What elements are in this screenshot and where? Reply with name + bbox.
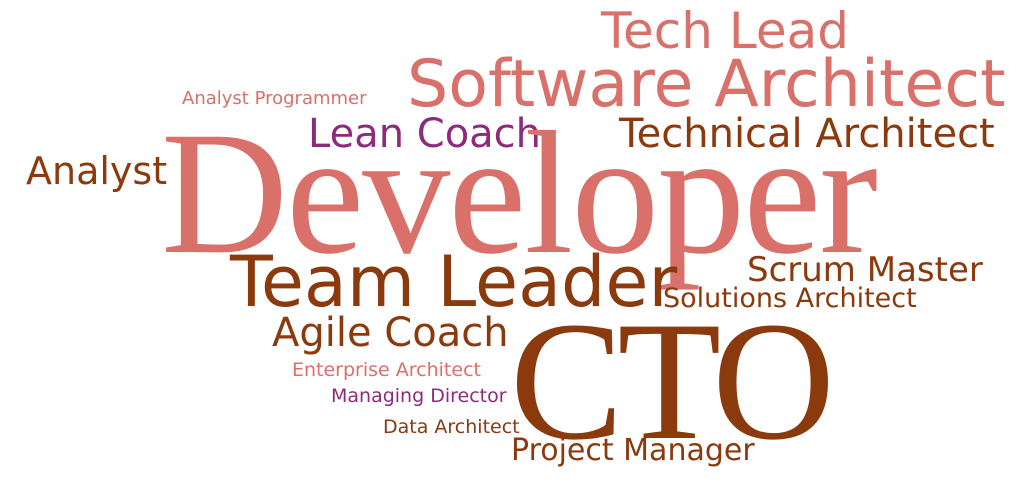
word-analyst-programmer: Analyst Programmer (182, 88, 367, 109)
word-scrum-master: Scrum Master (747, 250, 983, 290)
word-cto: CTO (510, 287, 835, 475)
word-tech-lead: Tech Lead (601, 2, 849, 60)
word-analyst: Analyst (26, 149, 168, 193)
word-enterprise-architect: Enterprise Architect (292, 359, 481, 381)
word-agile-coach: Agile Coach (272, 310, 509, 356)
word-team-leader: Team Leader (230, 241, 678, 323)
word-software-architect: Software Architect (407, 47, 1006, 122)
word-project-manager: Project Manager (511, 433, 755, 468)
word-technical-architect: Technical Architect (619, 111, 995, 157)
word-developer: Developer (161, 96, 878, 291)
word-managing-director: Managing Director (331, 385, 507, 407)
word-solutions-architect: Solutions Architect (663, 283, 917, 314)
word-data-architect: Data Architect (383, 416, 520, 438)
word-lean-coach: Lean Coach (308, 111, 542, 157)
